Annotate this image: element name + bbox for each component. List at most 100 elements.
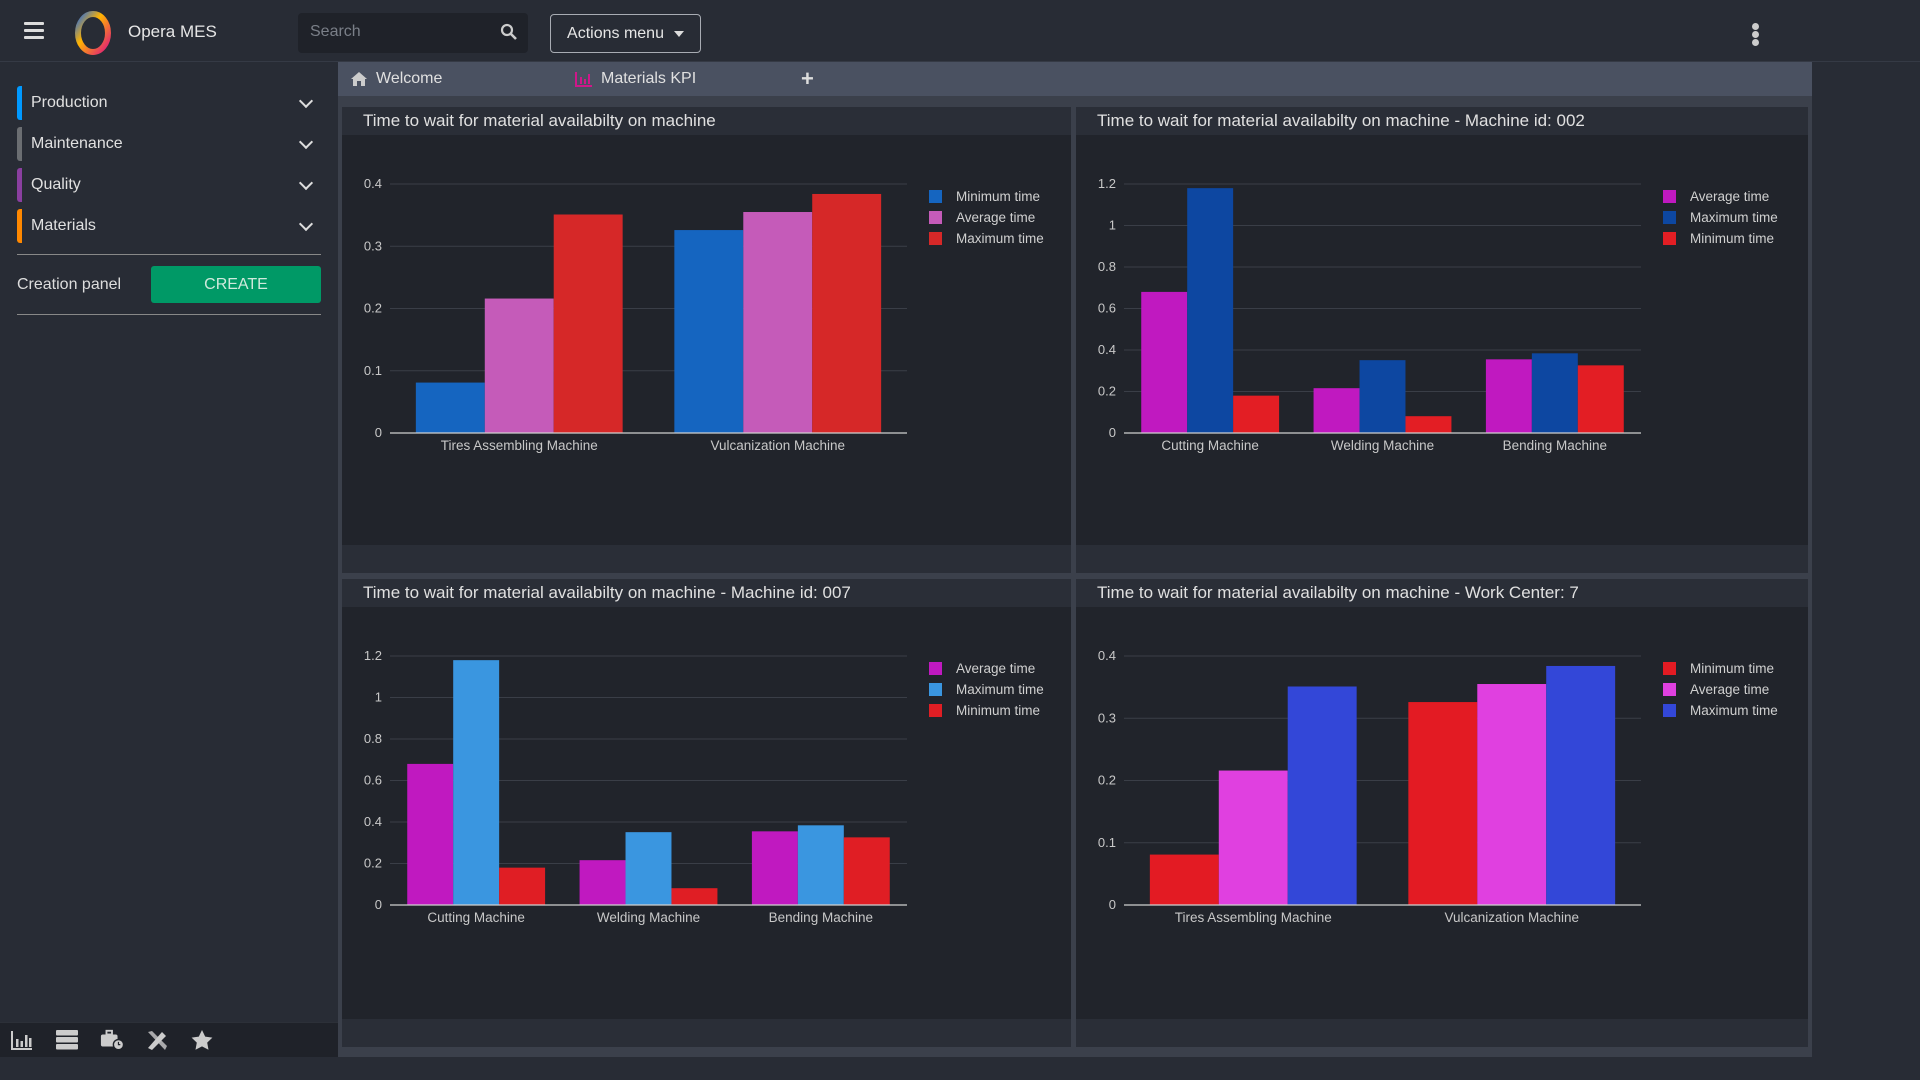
x-tick-label: Bending Machine [1503, 438, 1607, 453]
search-input[interactable] [310, 23, 490, 41]
x-tick-label: Bending Machine [769, 910, 873, 925]
search-icon[interactable] [500, 23, 518, 41]
tab-welcome[interactable]: Welcome [338, 62, 563, 96]
legend-label[interactable]: Maximum time [956, 682, 1044, 697]
bar[interactable] [797, 825, 844, 905]
legend-label[interactable]: Maximum time [1690, 703, 1778, 718]
bar[interactable] [553, 214, 623, 433]
bar[interactable] [1287, 686, 1357, 905]
panel-footer [342, 1019, 1071, 1047]
bar[interactable] [453, 660, 500, 905]
create-button[interactable]: CREATE [151, 266, 321, 303]
bar[interactable] [407, 763, 454, 905]
bar[interactable] [1408, 702, 1478, 905]
x-tick-label: Welding Machine [597, 910, 700, 925]
x-tick-label: Tires Assembling Machine [1175, 910, 1332, 925]
bar[interactable] [1531, 353, 1578, 433]
legend-label[interactable]: Minimum time [1690, 231, 1774, 246]
y-tick-label: 0.6 [364, 773, 382, 788]
bar[interactable] [751, 831, 798, 905]
bar[interactable] [1149, 854, 1219, 905]
star-icon[interactable] [190, 1029, 214, 1051]
bar[interactable] [1187, 188, 1234, 433]
chart-title: Time to wait for material availabilty on… [1076, 107, 1808, 135]
bar[interactable] [1359, 360, 1406, 433]
sidebar-item-maintenance[interactable]: Maintenance [17, 127, 321, 161]
chevron-down-icon [298, 216, 314, 231]
briefcase-clock-icon[interactable] [100, 1029, 124, 1051]
chart-panel: Time to wait for material availabilty on… [1076, 579, 1808, 1047]
pencil-ruler-icon[interactable] [145, 1029, 169, 1051]
bar[interactable] [484, 298, 554, 433]
bar-chart-icon[interactable] [10, 1029, 34, 1051]
legend-swatch [1663, 704, 1676, 717]
add-tab-button[interactable]: + [801, 66, 814, 91]
y-tick-label: 0 [375, 425, 382, 440]
bar[interactable] [625, 832, 672, 905]
creation-panel-label: Creation panel [17, 275, 122, 293]
chart-panel: Time to wait for material availabilty on… [1076, 107, 1808, 573]
bar[interactable] [579, 860, 626, 905]
bar[interactable] [812, 193, 882, 433]
tab-bar: Welcome Materials KPI + [338, 62, 1812, 96]
chart-title: Time to wait for material availabilty on… [1076, 579, 1808, 607]
chart-panel: Time to wait for material availabilty on… [342, 107, 1071, 573]
bar[interactable] [671, 888, 718, 905]
bar-chart: 0 0.2 0.4 0.6 0.8 1 1.2 Average time Maximum tim… [364, 648, 1044, 925]
legend-label[interactable]: Average time [956, 210, 1035, 225]
bar[interactable] [1546, 665, 1616, 905]
accent-bar [17, 168, 22, 202]
bar[interactable] [1405, 416, 1452, 433]
legend-swatch [1663, 190, 1676, 203]
more-options-icon[interactable] [1752, 23, 1762, 47]
bar[interactable] [843, 837, 890, 905]
actions-menu-button[interactable]: Actions menu [550, 14, 701, 53]
app-title: Opera MES [128, 22, 217, 41]
home-icon [351, 72, 367, 86]
hamburger-menu-icon[interactable] [24, 22, 44, 40]
bar-chart: 0 0.1 0.2 0.3 0.4 Minimum time Average time Max… [1098, 648, 1778, 925]
accent-bar [17, 127, 22, 161]
legend-label[interactable]: Average time [1690, 682, 1769, 697]
y-tick-label: 0.8 [364, 731, 382, 746]
tab-label: Materials KPI [601, 70, 697, 87]
server-icon[interactable] [55, 1029, 79, 1051]
y-tick-label: 0.8 [1098, 259, 1116, 274]
legend-label[interactable]: Average time [1690, 189, 1769, 204]
bar[interactable] [1577, 365, 1624, 433]
tab-materials-kpi[interactable]: Materials KPI [563, 62, 788, 96]
chart-title: Time to wait for material availabilty on… [342, 107, 1071, 135]
panel-footer [1076, 1019, 1808, 1047]
chart-title: Time to wait for material availabilty on… [342, 579, 1071, 607]
y-tick-label: 0.4 [1098, 648, 1116, 663]
bar[interactable] [1477, 684, 1547, 905]
bar[interactable] [674, 230, 744, 433]
bottom-toolbar [0, 1022, 338, 1057]
legend-label[interactable]: Average time [956, 661, 1035, 676]
x-tick-label: Cutting Machine [427, 910, 525, 925]
sidebar-item-production[interactable]: Production [17, 86, 321, 120]
bar[interactable] [415, 382, 485, 433]
y-tick-label: 0.3 [364, 238, 382, 253]
sidebar-item-quality[interactable]: Quality [17, 168, 321, 202]
y-tick-label: 0.4 [364, 814, 382, 829]
y-tick-label: 0 [375, 897, 382, 912]
legend-label[interactable]: Minimum time [1690, 661, 1774, 676]
bar[interactable] [1233, 395, 1280, 433]
chart-panel: Time to wait for material availabilty on… [342, 579, 1071, 1047]
legend-label[interactable]: Minimum time [956, 189, 1040, 204]
legend-label[interactable]: Maximum time [1690, 210, 1778, 225]
bar[interactable] [1313, 388, 1360, 433]
bar[interactable] [1485, 359, 1532, 433]
sidebar-item-materials[interactable]: Materials [17, 209, 321, 243]
chevron-down-icon [298, 175, 314, 190]
bar[interactable] [743, 212, 813, 433]
bar-chart-icon [575, 72, 592, 87]
legend-label[interactable]: Minimum time [956, 703, 1040, 718]
bar[interactable] [1218, 770, 1288, 905]
y-tick-label: 0.1 [364, 363, 382, 378]
bar[interactable] [499, 867, 546, 905]
divider [17, 254, 321, 255]
bar[interactable] [1141, 291, 1188, 433]
legend-label[interactable]: Maximum time [956, 231, 1044, 246]
